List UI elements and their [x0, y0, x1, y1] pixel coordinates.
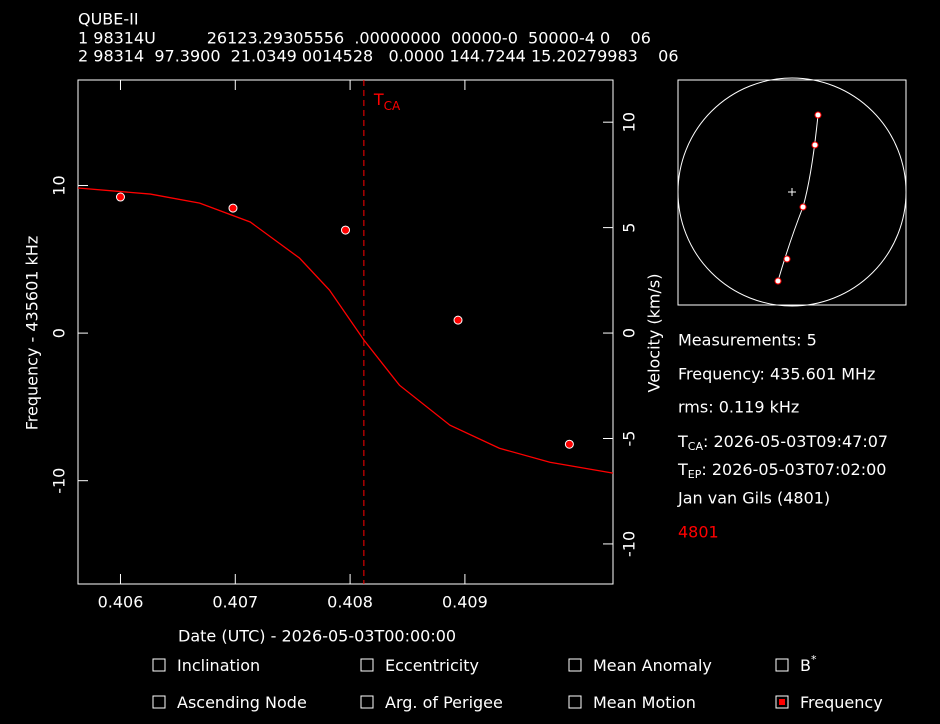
checkbox-label-text[interactable]: Mean Motion	[593, 693, 696, 712]
checkbox-label-text[interactable]: Eccentricity	[385, 656, 479, 675]
horizon-circle	[677, 77, 907, 307]
data-point	[115, 192, 125, 202]
tle-line2: 2 98314 97.3900 21.0349 0014528 0.0000 1…	[78, 47, 679, 66]
y-tick-label: 0	[50, 328, 69, 338]
checkbox-label-sup[interactable]: *	[811, 653, 817, 666]
y-tick-label: -10	[50, 468, 69, 494]
sky-point	[814, 111, 822, 119]
tep-value: : 2026-05-03T07:02:00	[701, 460, 886, 479]
checkbox-label-text[interactable]: Frequency	[800, 693, 883, 712]
checkbox-label[interactable]: Arg. of Perigee	[385, 693, 503, 712]
data-point	[564, 439, 574, 449]
checkbox-label[interactable]: Mean Anomaly	[593, 656, 712, 675]
tca-label: TCA	[373, 90, 401, 113]
x-axis-label: Date (UTC) - 2026-05-03T00:00:00	[178, 627, 456, 646]
y2-tick-label: -10	[620, 531, 639, 557]
data-point	[228, 203, 238, 213]
checkbox-check[interactable]	[779, 699, 785, 705]
zenith-mark	[788, 188, 796, 196]
tca-label: T	[677, 432, 688, 451]
checkbox-label-text[interactable]: Ascending Node	[177, 693, 307, 712]
checkbox-label[interactable]: Mean Motion	[593, 693, 696, 712]
checkbox-box[interactable]	[360, 695, 374, 709]
checkbox-box[interactable]	[568, 695, 582, 709]
checkbox-label[interactable]: Inclination	[177, 656, 260, 675]
tca-label-sub: CA	[384, 99, 401, 113]
x-tick-label: 0.408	[327, 593, 373, 612]
checkbox-label[interactable]: Eccentricity	[385, 656, 479, 675]
checkbox[interactable]: Mean Anomaly	[568, 656, 712, 675]
y2-axis-label: Velocity (km/s)	[645, 274, 664, 393]
y-axis-label: Frequency - 435601 kHz	[23, 236, 42, 430]
checkbox-box[interactable]	[568, 658, 582, 672]
info-frequency: Frequency: 435.601 MHz	[678, 365, 875, 384]
info-rms: rms: 0.119 kHz	[678, 398, 799, 417]
checkbox-label[interactable]: Ascending Node	[177, 693, 307, 712]
x-tick-label: 0.406	[98, 593, 144, 612]
x-tick-label: 0.407	[212, 593, 258, 612]
info-tep: TEP: 2026-05-03T07:02:00	[677, 460, 886, 482]
checkbox[interactable]: Frequency	[775, 693, 883, 712]
data-point	[341, 225, 350, 235]
info-observer: Jan van Gils (4801)	[677, 489, 830, 508]
checkbox-box[interactable]	[775, 658, 789, 672]
tca-value: : 2026-05-03T09:47:07	[703, 432, 888, 451]
checkbox[interactable]: Ascending Node	[152, 693, 307, 712]
y2-tick-label: 10	[620, 112, 639, 132]
x-tick-label: 0.409	[442, 593, 488, 612]
checkbox-box[interactable]	[775, 695, 789, 709]
y2-tick-label: 0	[620, 328, 639, 338]
sat-name: QUBE-II	[78, 10, 139, 29]
sky-point	[783, 255, 791, 263]
tep-sub: EP	[688, 468, 702, 481]
checkbox-box[interactable]	[360, 658, 374, 672]
checkbox-label[interactable]: B*	[800, 653, 817, 675]
y-tick-label: 10	[50, 175, 69, 195]
y2-tick-label: -5	[620, 431, 639, 447]
checkbox-label-text[interactable]: B	[800, 656, 811, 675]
fit-curve	[77, 187, 614, 474]
checkbox-label[interactable]: Frequency	[800, 693, 883, 712]
checkbox-box[interactable]	[152, 695, 166, 709]
checkbox[interactable]: Arg. of Perigee	[360, 693, 503, 712]
data-point	[453, 315, 463, 325]
tca-label-main: T	[373, 90, 384, 109]
checkbox-box[interactable]	[152, 658, 166, 672]
info-site: 4801	[678, 523, 719, 542]
tep-label: T	[677, 460, 688, 479]
y2-tick-label: 5	[620, 223, 639, 233]
tca-sub: CA	[688, 440, 704, 453]
checkbox-label-text[interactable]: Mean Anomaly	[593, 656, 712, 675]
checkbox[interactable]: Inclination	[152, 656, 260, 675]
sky-point	[811, 141, 819, 149]
sky-point	[774, 277, 782, 285]
sky-track	[777, 114, 819, 282]
sky-point	[799, 203, 807, 211]
info-measurements: Measurements: 5	[678, 331, 817, 350]
tle-line1: 1 98314U 26123.29305556 .00000000 00000-…	[78, 29, 651, 48]
info-tca: TCA: 2026-05-03T09:47:07	[677, 432, 888, 454]
checkbox[interactable]: B*	[775, 653, 817, 675]
checkbox-label-text[interactable]: Arg. of Perigee	[385, 693, 503, 712]
checkbox-label-text[interactable]: Inclination	[177, 656, 260, 675]
checkbox[interactable]: Eccentricity	[360, 656, 479, 675]
sky-points	[774, 111, 822, 285]
checkbox[interactable]: Mean Motion	[568, 693, 696, 712]
plot-frame	[77, 79, 614, 585]
